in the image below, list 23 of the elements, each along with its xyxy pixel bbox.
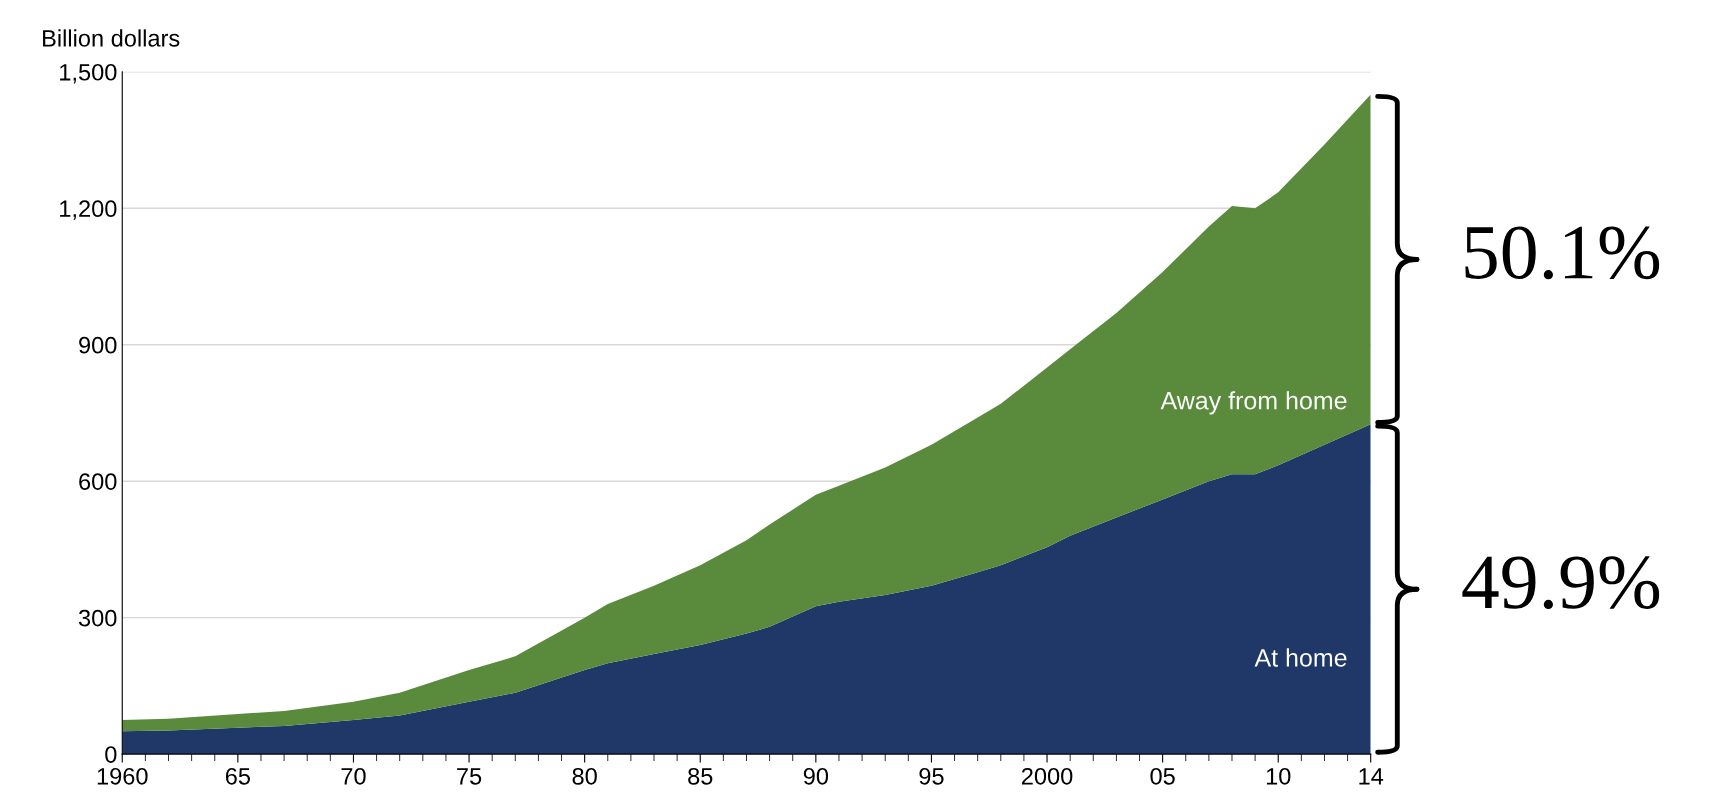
y-tick-label: 900 (79, 336, 117, 354)
y-tick-label: 600 (79, 473, 117, 490)
x-tick-label: 70 (341, 767, 366, 785)
x-tick-label: 90 (803, 767, 829, 785)
x-tick-label: 1960 (97, 767, 148, 785)
x-tick-label: 80 (572, 767, 597, 785)
series-label: At home (1254, 648, 1347, 667)
x-tick-label: 14 (1359, 768, 1384, 785)
x-tick-label: 10 (1266, 767, 1291, 785)
x-tick-label: 75 (457, 768, 482, 785)
y-axis-title: Billion dollars (43, 29, 180, 47)
y-tick-label: 300 (78, 609, 117, 627)
x-tick-label: 65 (225, 767, 250, 785)
y-tick-label: 1,200 (60, 200, 117, 220)
text: 50.1% (1465, 226, 1660, 280)
series-label: Away from home (1160, 391, 1347, 415)
x-tick-label: 05 (1150, 767, 1175, 785)
y-tick-label: 1,500 (60, 63, 117, 84)
x-tick-label: 2000 (1021, 767, 1073, 785)
x-tick-label: 95 (919, 767, 944, 785)
text: 49.9% (1462, 556, 1660, 610)
y-tick-label: 0 (105, 746, 117, 763)
x-tick-label: 85 (688, 767, 713, 785)
